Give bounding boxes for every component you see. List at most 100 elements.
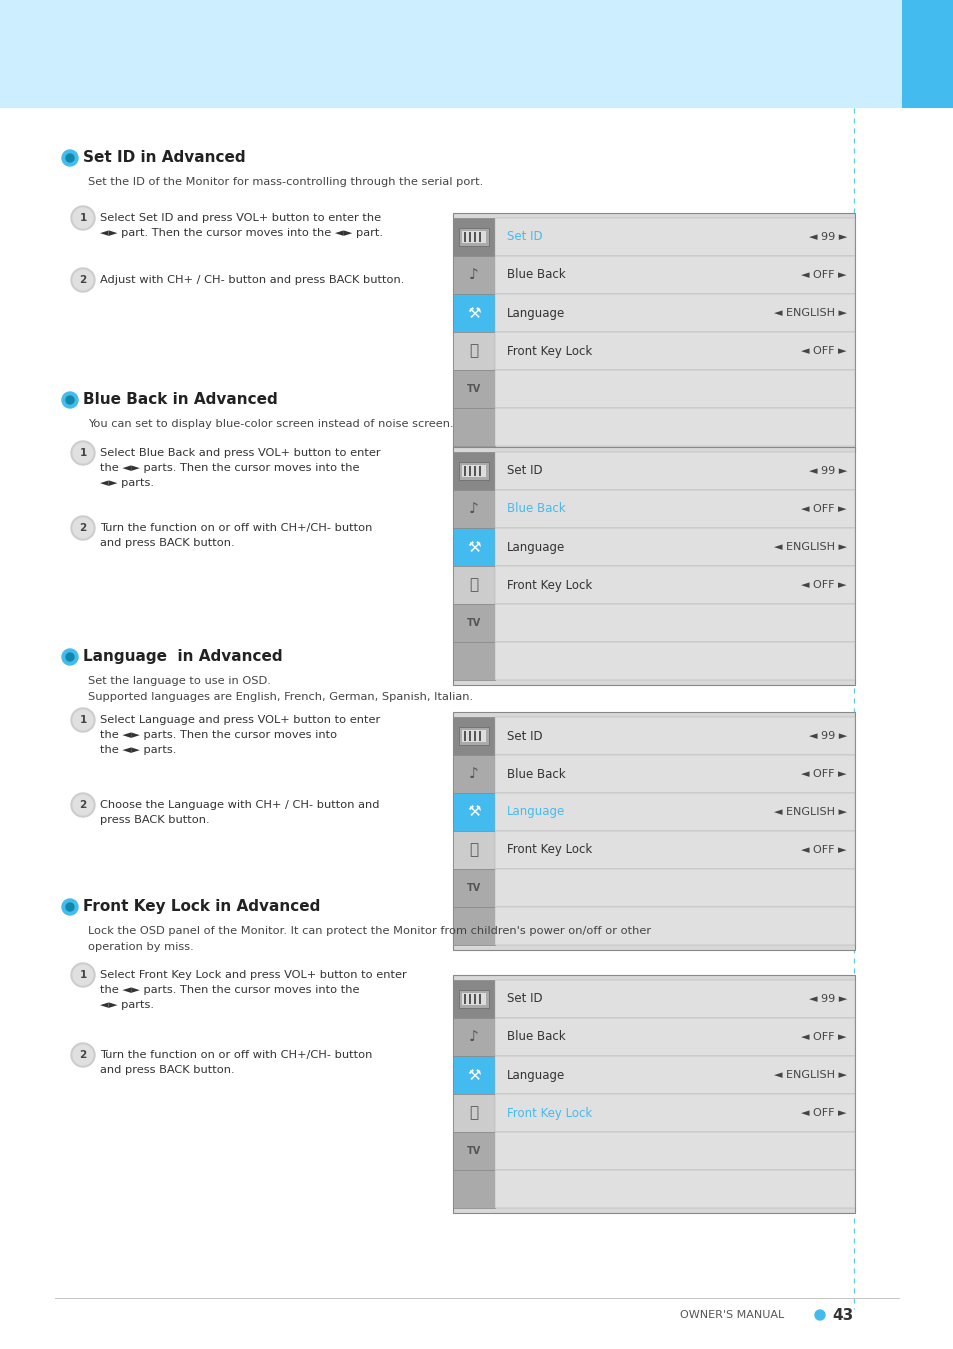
Text: Set ID: Set ID xyxy=(506,730,542,742)
Text: ◄ OFF ►: ◄ OFF ► xyxy=(801,769,846,778)
Bar xyxy=(495,718,854,755)
Bar xyxy=(474,994,476,1004)
Text: You can set to display blue-color screen instead of noise screen.: You can set to display blue-color screen… xyxy=(88,420,453,429)
Text: ◄ 99 ►: ◄ 99 ► xyxy=(808,465,846,476)
Bar xyxy=(495,831,854,869)
Bar xyxy=(495,793,854,831)
Bar xyxy=(463,731,465,741)
Bar xyxy=(453,447,854,685)
Circle shape xyxy=(62,150,78,166)
Text: Turn the function on or off with CH+/CH- button: Turn the function on or off with CH+/CH-… xyxy=(100,523,372,533)
Text: ◄► parts.: ◄► parts. xyxy=(100,478,153,488)
Text: the ◄► parts. Then the cursor moves into the: the ◄► parts. Then the cursor moves into… xyxy=(100,463,359,473)
Text: Lock the OSD panel of the Monitor. It can protect the Monitor from children's po: Lock the OSD panel of the Monitor. It ca… xyxy=(88,925,651,936)
Bar xyxy=(478,731,480,741)
Circle shape xyxy=(71,793,95,817)
Bar xyxy=(495,407,854,447)
Bar xyxy=(453,604,495,642)
Bar xyxy=(495,490,854,527)
Circle shape xyxy=(71,1043,95,1067)
Circle shape xyxy=(71,441,95,465)
Text: ♪: ♪ xyxy=(469,502,478,517)
Bar xyxy=(453,567,495,604)
Text: TV: TV xyxy=(466,618,480,629)
Bar xyxy=(461,465,485,478)
Text: 1: 1 xyxy=(79,213,87,223)
Text: ◄ OFF ►: ◄ OFF ► xyxy=(801,270,846,281)
Bar xyxy=(453,1056,495,1094)
Text: Blue Back: Blue Back xyxy=(506,268,565,282)
Text: press BACK button.: press BACK button. xyxy=(100,815,210,826)
Circle shape xyxy=(73,442,92,463)
Bar xyxy=(463,232,465,241)
Bar xyxy=(495,1018,854,1056)
Text: ◄ OFF ►: ◄ OFF ► xyxy=(801,1032,846,1041)
Text: Front Key Lock: Front Key Lock xyxy=(506,1106,592,1120)
Bar xyxy=(474,731,476,741)
Text: Set ID: Set ID xyxy=(506,464,542,478)
Text: ◄ 99 ►: ◄ 99 ► xyxy=(808,994,846,1004)
Text: 1: 1 xyxy=(79,715,87,724)
Bar xyxy=(469,994,471,1004)
Text: ⧖: ⧖ xyxy=(469,1105,478,1121)
Bar xyxy=(474,232,476,241)
Bar xyxy=(463,994,465,1004)
Text: Select Front Key Lock and press VOL+ button to enter: Select Front Key Lock and press VOL+ but… xyxy=(100,970,406,979)
Circle shape xyxy=(66,397,74,403)
Bar xyxy=(458,990,489,1008)
Bar xyxy=(495,1056,854,1094)
Text: 43: 43 xyxy=(831,1307,852,1322)
Text: operation by miss.: operation by miss. xyxy=(88,942,193,952)
Text: Select Language and press VOL+ button to enter: Select Language and press VOL+ button to… xyxy=(100,715,380,724)
Circle shape xyxy=(62,393,78,407)
Circle shape xyxy=(71,963,95,987)
Text: Set ID: Set ID xyxy=(506,231,542,244)
Bar xyxy=(453,712,854,950)
Text: Front Key Lock in Advanced: Front Key Lock in Advanced xyxy=(83,900,320,915)
Bar xyxy=(453,831,495,869)
Bar xyxy=(495,256,854,294)
Text: and press BACK button.: and press BACK button. xyxy=(100,1064,234,1075)
Text: Front Key Lock: Front Key Lock xyxy=(506,344,592,357)
Text: ◄► parts.: ◄► parts. xyxy=(100,1000,153,1010)
Circle shape xyxy=(62,898,78,915)
Bar xyxy=(901,0,953,108)
Text: 2: 2 xyxy=(79,275,87,285)
Text: 2: 2 xyxy=(79,800,87,809)
Bar xyxy=(453,256,495,294)
Bar xyxy=(453,1170,495,1207)
Text: Blue Back: Blue Back xyxy=(506,768,565,781)
Bar xyxy=(495,332,854,370)
Text: Select Blue Back and press VOL+ button to enter: Select Blue Back and press VOL+ button t… xyxy=(100,448,380,459)
Text: Turn the function on or off with CH+/CH- button: Turn the function on or off with CH+/CH-… xyxy=(100,1050,372,1060)
Bar xyxy=(0,0,953,108)
Text: ◄ OFF ►: ◄ OFF ► xyxy=(801,844,846,855)
Text: TV: TV xyxy=(466,1147,480,1156)
Text: Language: Language xyxy=(506,541,565,553)
Bar xyxy=(495,1132,854,1170)
Text: Blue Back: Blue Back xyxy=(506,502,565,515)
Text: 1: 1 xyxy=(79,970,87,979)
Circle shape xyxy=(73,795,92,815)
Bar xyxy=(453,907,495,946)
Circle shape xyxy=(73,270,92,290)
Circle shape xyxy=(73,710,92,730)
Bar xyxy=(478,232,480,241)
Text: ◄► part. Then the cursor moves into the ◄► part.: ◄► part. Then the cursor moves into the … xyxy=(100,228,382,237)
Bar xyxy=(495,1170,854,1207)
Text: 2: 2 xyxy=(79,1050,87,1060)
Bar xyxy=(495,294,854,332)
Text: ◄ OFF ►: ◄ OFF ► xyxy=(801,1108,846,1118)
Text: 1: 1 xyxy=(79,448,87,459)
Text: ♪: ♪ xyxy=(469,766,478,781)
Bar xyxy=(458,228,489,246)
Text: TV: TV xyxy=(466,884,480,893)
Text: Set ID in Advanced: Set ID in Advanced xyxy=(83,151,245,166)
Text: TV: TV xyxy=(466,384,480,394)
Text: ◄ ENGLISH ►: ◄ ENGLISH ► xyxy=(773,308,846,318)
Text: ◄ ENGLISH ►: ◄ ENGLISH ► xyxy=(773,542,846,552)
Bar xyxy=(453,869,495,907)
Bar xyxy=(461,730,485,742)
Text: Front Key Lock: Front Key Lock xyxy=(506,843,592,857)
Circle shape xyxy=(66,154,74,162)
